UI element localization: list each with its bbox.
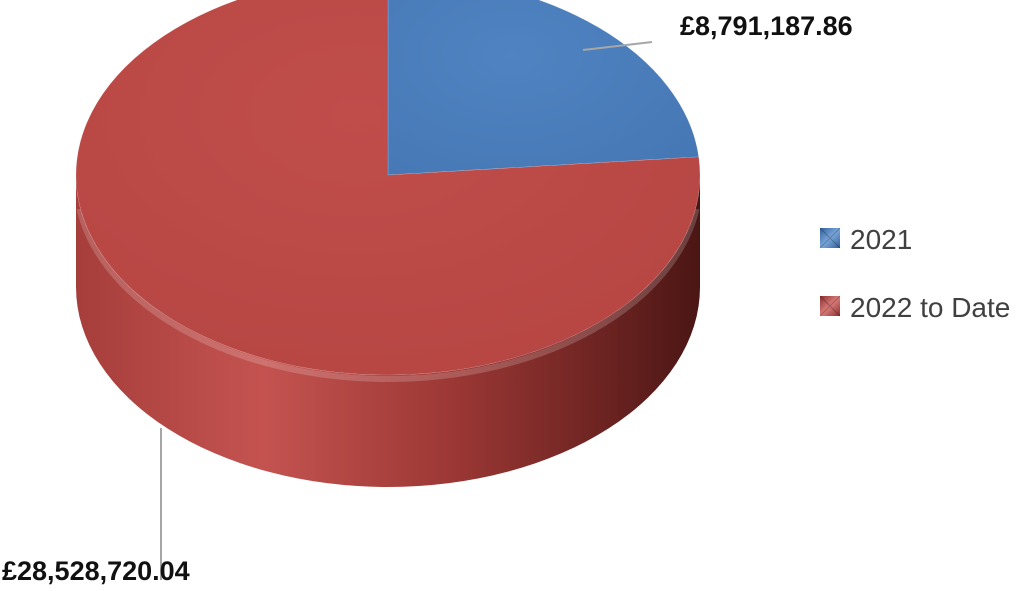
pie-layer: [75, 0, 701, 487]
pie-slice-2022-to-date: [75, 0, 701, 376]
legend-swatch-bevel-2021: [819, 227, 841, 249]
data-label-2022-to-date: £28,528,720.04: [2, 556, 190, 586]
label-layer: £8,791,187.86 £28,528,720.04: [2, 11, 853, 586]
legend-swatch-bevel-2022-to-date: [819, 295, 841, 317]
legend-label-2021: 2021: [850, 224, 912, 255]
pie-rim-highlight: [76, 208, 700, 382]
pie-slice-2021: [387, 0, 700, 176]
legend-swatch-2022-to-date: [820, 296, 840, 316]
legend-label-2022-to-date: 2022 to Date: [850, 292, 1010, 323]
legend-swatch-2021: [820, 228, 840, 248]
legend-item-2022-to-date: 2022 to Date: [819, 292, 1010, 323]
leader-line-2021: [582, 41, 653, 51]
data-label-2021: £8,791,187.86: [680, 11, 853, 41]
legend: 2021 2022 to Date: [819, 224, 1010, 323]
legend-item-2021: 2021: [819, 224, 912, 255]
pie-side-slice-2022-to-date: [76, 175, 700, 487]
